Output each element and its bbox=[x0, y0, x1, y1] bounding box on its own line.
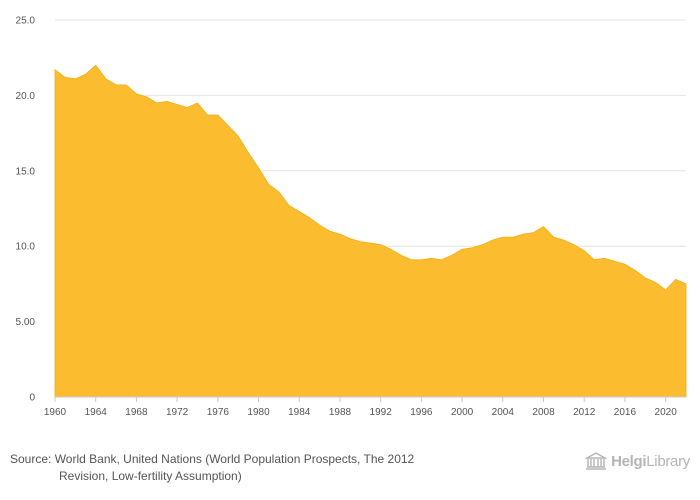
data-point bbox=[603, 257, 605, 259]
data-point bbox=[329, 230, 331, 232]
data-point bbox=[54, 69, 56, 71]
x-tick-label: 1976 bbox=[207, 407, 230, 418]
data-point bbox=[74, 78, 76, 80]
y-tick-label: 10.0 bbox=[16, 242, 36, 253]
data-point bbox=[64, 76, 66, 78]
data-point bbox=[644, 277, 646, 279]
data-point bbox=[664, 289, 666, 291]
y-tick-label: 0 bbox=[29, 393, 35, 404]
data-point bbox=[481, 243, 483, 245]
x-tick-label: 1968 bbox=[125, 407, 148, 418]
x-tick-label: 1972 bbox=[166, 407, 189, 418]
data-point bbox=[685, 283, 687, 285]
data-point bbox=[369, 242, 371, 244]
data-point bbox=[410, 259, 412, 261]
data-point bbox=[583, 250, 585, 252]
data-point bbox=[471, 247, 473, 249]
data-point bbox=[502, 236, 504, 238]
x-tick-label: 1980 bbox=[247, 407, 270, 418]
data-point bbox=[522, 233, 524, 235]
data-point bbox=[105, 78, 107, 80]
data-point bbox=[461, 248, 463, 250]
data-point bbox=[268, 183, 270, 185]
data-point bbox=[349, 237, 351, 239]
data-point bbox=[156, 102, 158, 104]
x-tick-label: 2020 bbox=[655, 407, 678, 418]
data-point bbox=[532, 231, 534, 233]
data-point bbox=[186, 106, 188, 108]
data-point bbox=[257, 167, 259, 169]
data-point bbox=[288, 204, 290, 206]
data-point bbox=[420, 259, 422, 261]
data-point bbox=[491, 239, 493, 241]
data-point bbox=[206, 114, 208, 116]
source-note: Source: World Bank, United Nations (Worl… bbox=[10, 451, 510, 485]
source-line-2: Revision, Low-fertility Assumption) bbox=[59, 469, 242, 483]
data-point bbox=[237, 135, 239, 137]
y-tick-label: 20.0 bbox=[16, 91, 36, 102]
x-tick-label: 1964 bbox=[85, 407, 108, 418]
logo-brand: Helgi bbox=[611, 452, 647, 470]
source-line-1: Source: World Bank, United Nations (Worl… bbox=[10, 452, 415, 466]
area-series bbox=[54, 64, 687, 398]
data-point bbox=[624, 263, 626, 265]
x-tick-label: 2008 bbox=[532, 407, 555, 418]
data-point bbox=[512, 236, 514, 238]
y-axis-ticks: 0 5.00 10.0 15.0 20.0 25.0 bbox=[16, 16, 36, 404]
helgi-library-logo[interactable]: HelgiLibrary bbox=[585, 452, 690, 470]
data-point bbox=[247, 152, 249, 154]
x-tick-label: 2012 bbox=[573, 407, 596, 418]
data-point bbox=[390, 248, 392, 250]
data-point bbox=[614, 260, 616, 262]
data-point bbox=[573, 243, 575, 245]
data-point bbox=[441, 259, 443, 261]
data-point bbox=[308, 216, 310, 218]
data-point bbox=[563, 239, 565, 241]
y-tick-label: 15.0 bbox=[16, 166, 36, 177]
data-point bbox=[593, 259, 595, 261]
x-tick-label: 1984 bbox=[288, 407, 311, 418]
data-point bbox=[359, 240, 361, 242]
data-point bbox=[451, 254, 453, 256]
data-point bbox=[227, 124, 229, 126]
data-point bbox=[430, 257, 432, 259]
data-point bbox=[552, 236, 554, 238]
logo-wordmark: HelgiLibrary bbox=[611, 453, 690, 470]
data-point bbox=[125, 84, 127, 86]
data-point bbox=[654, 281, 656, 283]
data-point bbox=[400, 254, 402, 256]
data-point bbox=[196, 102, 198, 104]
x-tick-label: 2016 bbox=[614, 407, 637, 418]
data-point bbox=[542, 225, 544, 227]
data-point bbox=[84, 73, 86, 75]
y-tick-label: 5.00 bbox=[16, 317, 36, 328]
x-tick-label: 1996 bbox=[410, 407, 433, 418]
x-tick-label: 1992 bbox=[370, 407, 393, 418]
data-point bbox=[634, 269, 636, 271]
series-area bbox=[54, 64, 687, 398]
data-point bbox=[318, 224, 320, 226]
x-tick-label: 2000 bbox=[451, 407, 474, 418]
data-point bbox=[95, 64, 97, 66]
data-point bbox=[176, 103, 178, 105]
x-tick-label: 1988 bbox=[329, 407, 352, 418]
data-point bbox=[217, 114, 219, 116]
data-point bbox=[675, 278, 677, 280]
data-point bbox=[135, 93, 137, 95]
library-building-icon bbox=[585, 452, 608, 470]
logo-suffix: Library bbox=[646, 452, 690, 470]
x-tick-label: 2004 bbox=[492, 407, 515, 418]
x-axis-ticks: 1960 1964 1968 1972 1976 1980 1984 1988 1992 1996… bbox=[44, 397, 677, 418]
data-point bbox=[278, 191, 280, 193]
data-point bbox=[145, 96, 147, 98]
data-point bbox=[298, 210, 300, 212]
x-tick-label: 1960 bbox=[44, 407, 67, 418]
y-tick-label: 25.0 bbox=[16, 16, 36, 27]
data-point bbox=[166, 100, 168, 102]
data-point bbox=[379, 243, 381, 245]
data-point bbox=[339, 233, 341, 235]
data-point bbox=[115, 84, 117, 86]
